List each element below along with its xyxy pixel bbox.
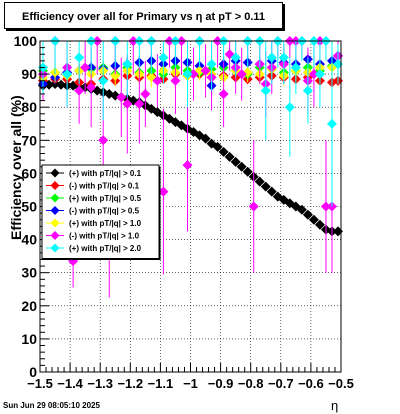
legend-marker [50,231,60,240]
x-tick-label: −1.4 [57,376,83,391]
data-point [80,62,91,73]
data-point [260,181,271,192]
y-tick-label: 40 [21,232,37,248]
data-point [206,59,217,70]
data-point [140,88,151,99]
data-point [326,118,337,129]
legend-label: (+) with pT/|q| > 1.0 [69,219,142,228]
data-point [302,209,313,220]
x-tick-label: −0.8 [238,376,264,391]
data-point [314,69,325,80]
data-point [230,52,241,63]
data-point [224,151,235,162]
data-point [218,88,229,99]
data-point [296,204,307,215]
y-tick-label: 0 [29,364,37,380]
x-tick-label: −0.7 [268,376,294,391]
data-point [278,52,289,63]
data-point [182,160,193,171]
footer-date: Sun Jun 29 08:05:10 2025 [3,401,100,410]
y-tick-label: 50 [21,199,37,215]
axes: −1.5 −1.4 −1.3 −1.2 −1.1 −1 −0.9 −0.8 −0.7 −0.6 −0… [14,33,354,391]
y-tick-label: 100 [14,33,38,49]
data-point [62,69,73,80]
data-point [116,92,127,103]
x-tick-label: −1.5 [27,376,53,391]
data-point [134,98,145,109]
y-tick-label: 80 [21,99,37,115]
data-point [98,135,109,146]
data-point [98,75,109,86]
data-point [284,102,295,113]
legend-marker [50,181,60,190]
y-tick-label: 20 [21,298,37,314]
x-tick-label: −1 [183,376,198,391]
legend-label: (-) with pT/|q| > 1.0 [69,232,140,241]
x-tick-label: −1.1 [148,376,174,391]
data-point [158,52,169,63]
data-point [248,201,259,212]
data-point [332,59,343,70]
legend-marker [50,218,60,228]
legend-marker [50,206,60,215]
y-tick-label: 10 [21,331,37,347]
legend-label: (+) with pT/|q| > 0.5 [69,194,142,203]
data-point [158,186,169,197]
data-point [74,85,85,96]
data-point [110,70,121,81]
y-tick-label: 90 [21,66,37,82]
x-tick-label: −0.9 [208,376,234,391]
data-point [332,226,343,237]
legend-box [41,164,160,259]
chart-title: Efficiency over all for Primary vs η at … [21,11,266,23]
data-point [254,176,265,187]
data-point [200,133,211,144]
x-tick-label: −1.2 [117,376,143,391]
data-point [152,75,163,86]
x-tick-label: −1.3 [87,376,113,391]
data-point [230,156,241,167]
data-point [218,146,229,157]
legend-label: (+) with pT/|q| > 2.0 [69,244,142,253]
legend-label: (+) with pT/|q| > 0.1 [69,169,142,178]
x-tick-label: −0.6 [298,376,324,391]
data-point [74,52,85,63]
x-axis-label: η [331,398,338,413]
data-point [320,201,331,212]
chart-title-box: Efficiency over all for Primary vs η at … [4,2,283,29]
data-point [212,141,223,152]
data-point [308,69,319,80]
y-tick-label: 30 [21,265,37,281]
y-tick-label: 60 [21,165,37,181]
y-axis-label: Efficiency over all (%) [8,95,24,240]
data-point [122,59,133,70]
data-point [314,219,325,230]
data-point [182,69,193,80]
data-point [170,75,181,86]
legend-marker [50,193,60,203]
y-tick-label: 70 [21,132,37,148]
legend-marker [50,243,60,253]
data-point [308,214,319,225]
data-point [122,98,133,109]
data-point [242,166,253,177]
data-point [290,62,301,73]
data-point [236,161,247,172]
data-point [188,69,199,80]
data-point [266,52,277,63]
legend-label: (-) with pT/|q| > 0.1 [69,182,140,191]
data-point [266,186,277,197]
x-tick-label: −0.5 [328,376,354,391]
data-point [86,82,97,93]
legend-marker [50,168,60,178]
data-point [56,79,67,90]
legend: (+) with pT/|q| > 0.1 (-) with pT/|q| > 0… [41,164,161,260]
legend-label: (-) with pT/|q| > 0.5 [69,207,140,216]
data-point [200,65,211,76]
data-point [236,69,247,80]
data-point [302,85,313,96]
data-point [260,85,271,96]
